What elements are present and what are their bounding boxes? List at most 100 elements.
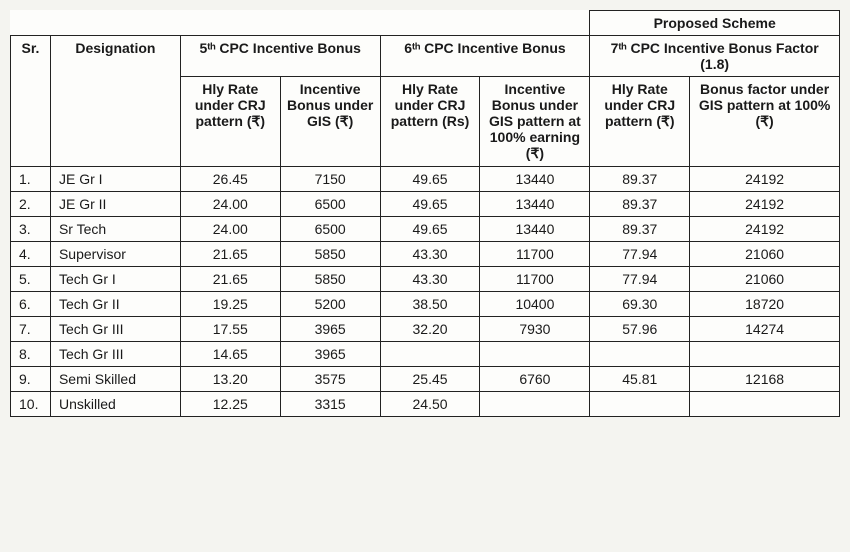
- cell-i6: [480, 392, 590, 417]
- cell-h5: 24.00: [180, 217, 280, 242]
- cell-h6: 43.30: [380, 267, 480, 292]
- cell-sr: 1.: [11, 167, 51, 192]
- cell-i7: [690, 392, 840, 417]
- cell-h6: [380, 342, 480, 367]
- col-header-5cpc: 5ᵗʰ CPC Incentive Bonus: [180, 36, 380, 77]
- col-header-designation: Designation: [50, 36, 180, 167]
- cell-h5: 24.00: [180, 192, 280, 217]
- col-header-6cpc: 6ᵗʰ CPC Incentive Bonus: [380, 36, 590, 77]
- cell-i6: 13440: [480, 192, 590, 217]
- cell-i7: 18720: [690, 292, 840, 317]
- cell-d: Tech Gr III: [50, 342, 180, 367]
- cell-h5: 13.20: [180, 367, 280, 392]
- cell-i5: 5850: [280, 242, 380, 267]
- cell-i7: 24192: [690, 217, 840, 242]
- cell-h6: 32.20: [380, 317, 480, 342]
- cell-d: Semi Skilled: [50, 367, 180, 392]
- cell-i6: 11700: [480, 267, 590, 292]
- table-row: 9.Semi Skilled13.20357525.45676045.81121…: [11, 367, 840, 392]
- cell-i5: 5200: [280, 292, 380, 317]
- table-row: 2.JE Gr II24.00650049.651344089.3724192: [11, 192, 840, 217]
- cell-i5: 7150: [280, 167, 380, 192]
- cell-h7: 57.96: [590, 317, 690, 342]
- cell-d: JE Gr I: [50, 167, 180, 192]
- cell-sr: 7.: [11, 317, 51, 342]
- cell-h5: 19.25: [180, 292, 280, 317]
- cell-sr: 6.: [11, 292, 51, 317]
- cell-i7: 21060: [690, 267, 840, 292]
- sub-hly6: Hly Rate under CRJ pattern (Rs): [380, 77, 480, 167]
- cell-sr: 5.: [11, 267, 51, 292]
- cell-h7: 89.37: [590, 167, 690, 192]
- cell-h5: 14.65: [180, 342, 280, 367]
- cell-h5: 21.65: [180, 242, 280, 267]
- cell-h7: 89.37: [590, 217, 690, 242]
- cell-i5: 3965: [280, 317, 380, 342]
- cell-sr: 4.: [11, 242, 51, 267]
- table-row: 3.Sr Tech24.00650049.651344089.3724192: [11, 217, 840, 242]
- cell-d: Supervisor: [50, 242, 180, 267]
- cell-h5: 17.55: [180, 317, 280, 342]
- cell-h6: 49.65: [380, 167, 480, 192]
- cell-d: JE Gr II: [50, 192, 180, 217]
- cell-i6: 11700: [480, 242, 590, 267]
- sub-inc5: Incentive Bonus under GIS (₹): [280, 77, 380, 167]
- cell-h6: 38.50: [380, 292, 480, 317]
- table-row: 7.Tech Gr III17.55396532.20793057.961427…: [11, 317, 840, 342]
- cell-sr: 2.: [11, 192, 51, 217]
- cell-i7: 14274: [690, 317, 840, 342]
- cell-i5: 3575: [280, 367, 380, 392]
- cell-i5: 3965: [280, 342, 380, 367]
- table-row: 4.Supervisor21.65585043.301170077.942106…: [11, 242, 840, 267]
- cell-d: Unskilled: [50, 392, 180, 417]
- cell-i6: 13440: [480, 167, 590, 192]
- sub-hly7: Hly Rate under CRJ pattern (₹): [590, 77, 690, 167]
- incentive-bonus-table: Proposed Scheme Sr. Designation 5ᵗʰ CPC …: [10, 10, 840, 417]
- cell-d: Tech Gr II: [50, 292, 180, 317]
- cell-i6: [480, 342, 590, 367]
- cell-h6: 49.65: [380, 217, 480, 242]
- cell-i6: 7930: [480, 317, 590, 342]
- table-row: 10.Unskilled12.25331524.50: [11, 392, 840, 417]
- cell-i7: [690, 342, 840, 367]
- cell-h6: 49.65: [380, 192, 480, 217]
- cell-h7: [590, 342, 690, 367]
- proposed-scheme-header: Proposed Scheme: [590, 11, 840, 36]
- cell-h6: 24.50: [380, 392, 480, 417]
- cell-i5: 6500: [280, 217, 380, 242]
- col-header-sr: Sr.: [11, 36, 51, 167]
- cell-i5: 5850: [280, 267, 380, 292]
- cell-i7: 24192: [690, 167, 840, 192]
- cell-h5: 21.65: [180, 267, 280, 292]
- sub-hly5: Hly Rate under CRJ pattern (₹): [180, 77, 280, 167]
- cell-h7: 89.37: [590, 192, 690, 217]
- cell-h6: 43.30: [380, 242, 480, 267]
- cell-h7: 77.94: [590, 267, 690, 292]
- cell-sr: 8.: [11, 342, 51, 367]
- cell-sr: 3.: [11, 217, 51, 242]
- cell-i7: 24192: [690, 192, 840, 217]
- cell-d: Tech Gr III: [50, 317, 180, 342]
- cell-sr: 9.: [11, 367, 51, 392]
- cell-i6: 13440: [480, 217, 590, 242]
- sub-inc6: Incentive Bonus under GIS pattern at 100…: [480, 77, 590, 167]
- table-row: 5.Tech Gr I21.65585043.301170077.9421060: [11, 267, 840, 292]
- cell-i5: 6500: [280, 192, 380, 217]
- cell-h5: 12.25: [180, 392, 280, 417]
- cell-h7: 77.94: [590, 242, 690, 267]
- cell-h7: 69.30: [590, 292, 690, 317]
- cell-i7: 12168: [690, 367, 840, 392]
- cell-h6: 25.45: [380, 367, 480, 392]
- cell-i6: 10400: [480, 292, 590, 317]
- sub-inc7: Bonus factor under GIS pattern at 100% (…: [690, 77, 840, 167]
- cell-d: Tech Gr I: [50, 267, 180, 292]
- table-row: 8.Tech Gr III14.653965: [11, 342, 840, 367]
- table-row: 1.JE Gr I26.45715049.651344089.3724192: [11, 167, 840, 192]
- cell-h5: 26.45: [180, 167, 280, 192]
- cell-d: Sr Tech: [50, 217, 180, 242]
- table-row: 6.Tech Gr II19.25520038.501040069.301872…: [11, 292, 840, 317]
- cell-i6: 6760: [480, 367, 590, 392]
- cell-i5: 3315: [280, 392, 380, 417]
- cell-sr: 10.: [11, 392, 51, 417]
- cell-i7: 21060: [690, 242, 840, 267]
